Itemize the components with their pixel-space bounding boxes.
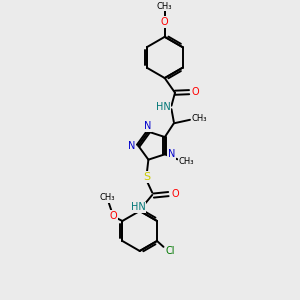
Text: O: O <box>192 87 200 97</box>
Text: N: N <box>143 121 151 131</box>
Text: HN: HN <box>131 202 146 212</box>
Text: S: S <box>143 172 151 182</box>
Text: O: O <box>171 189 179 199</box>
Text: CH₃: CH₃ <box>192 114 207 123</box>
Text: N: N <box>168 149 175 159</box>
Text: Cl: Cl <box>166 246 175 256</box>
Text: CH₃: CH₃ <box>178 158 194 166</box>
Text: CH₃: CH₃ <box>100 193 116 202</box>
Text: N: N <box>128 141 136 151</box>
Text: CH₃: CH₃ <box>157 2 172 11</box>
Text: O: O <box>161 17 169 27</box>
Text: HN: HN <box>156 102 171 112</box>
Text: O: O <box>109 211 117 221</box>
